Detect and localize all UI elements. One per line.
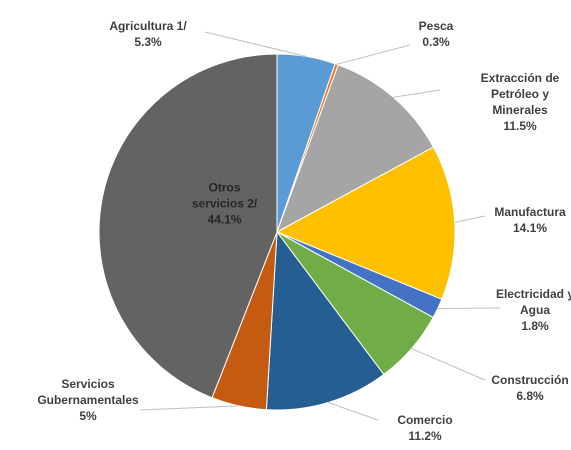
data-label-category: Servicios	[61, 377, 115, 391]
data-label-category: Gubernamentales	[37, 393, 139, 407]
data-labels: Agricultura 1/5.3% Pesca 0.3% Extracción de…	[37, 19, 571, 443]
data-label-category: Minerales	[492, 103, 548, 117]
pie-slice-3	[275, 146, 456, 300]
data-label-5: Construcción 6.8%	[491, 373, 568, 403]
data-label-value: 44.1%	[208, 212, 242, 226]
data-label-category: Construcción	[491, 373, 568, 387]
pie-slices	[98, 53, 456, 411]
data-label-category: Comercio	[397, 413, 452, 427]
data-label-category: Agricultura 1/	[109, 19, 187, 33]
data-label-value: 6.8%	[516, 389, 544, 403]
data-label-value: 5.3%	[134, 35, 162, 49]
data-label-value: 5%	[79, 409, 97, 423]
data-label-6: Comercio 11.2%	[397, 413, 452, 443]
data-label-category: Otros	[209, 180, 241, 194]
data-label-value: 0.3%	[422, 35, 450, 49]
pie-slice-6	[265, 230, 385, 411]
data-label-category: Manufactura	[494, 205, 566, 219]
data-label-1: Pesca 0.3%	[419, 19, 454, 49]
pie-slice-8	[98, 53, 278, 399]
data-label-3: Manufactura 14.1%	[494, 205, 566, 235]
leader-line-1	[336, 44, 411, 65]
data-label-7: Servicios Gubernamentales 5%	[37, 377, 139, 423]
leader-line-0	[204, 31, 307, 57]
data-label-value: 14.1%	[513, 221, 547, 235]
data-label-category: Pesca	[419, 19, 454, 33]
data-label-value: 11.5%	[503, 119, 537, 133]
data-label-8: Otros servicios 2/44.1%	[192, 180, 258, 226]
leader-line-3	[454, 215, 486, 223]
leader-line-2	[393, 89, 441, 98]
data-label-category: Electricidad y	[496, 287, 571, 301]
data-label-category: servicios 2/	[192, 196, 258, 210]
data-label-value: 11.2%	[408, 429, 442, 443]
data-label-2: Extracción de Petróleo y Minerales 11.5%	[481, 71, 560, 133]
leader-line-7	[139, 405, 239, 411]
leader-lines	[139, 31, 501, 421]
data-label-category: Extracción de	[481, 71, 560, 85]
data-label-4: Electricidad y Agua 1.8%	[496, 287, 571, 333]
leader-line-6	[328, 402, 379, 421]
data-label-category: Petróleo y	[491, 87, 549, 101]
data-label-category: Agua	[520, 303, 550, 317]
leader-line-5	[411, 348, 486, 381]
data-label-value: 1.8%	[521, 319, 549, 333]
data-label-0: Agricultura 1/5.3%	[109, 19, 187, 49]
